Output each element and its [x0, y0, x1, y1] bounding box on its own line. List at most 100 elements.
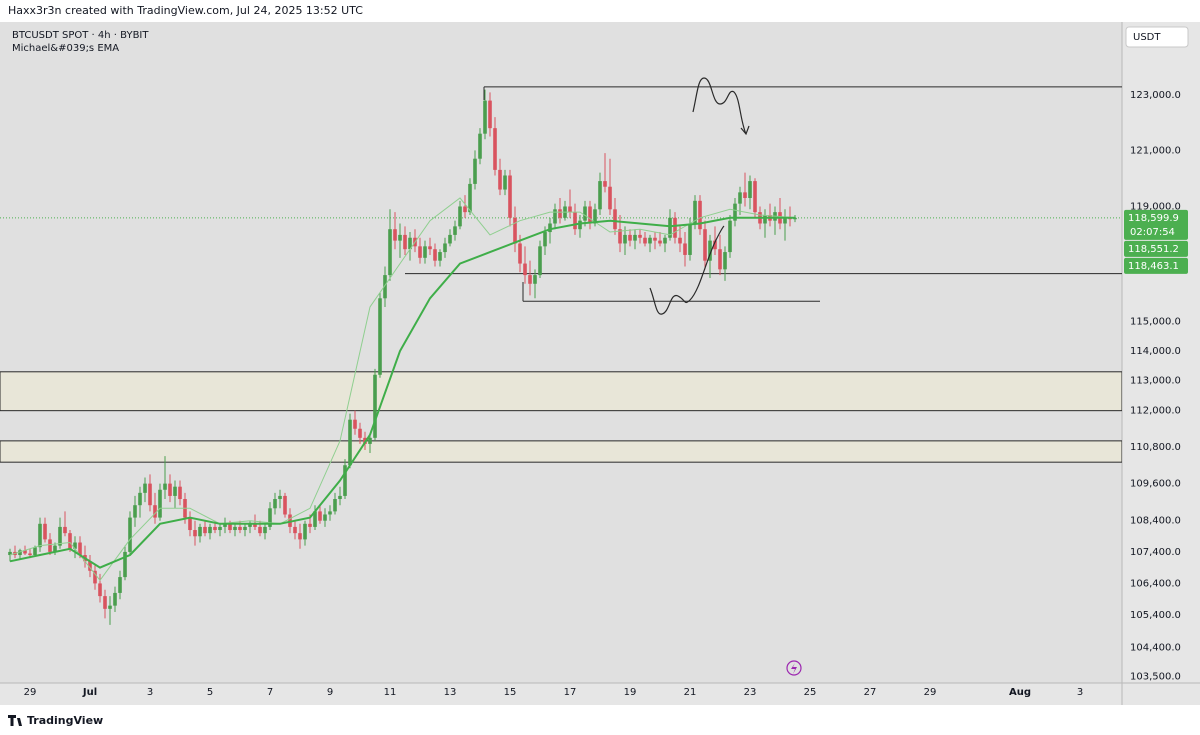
- candle-body: [23, 550, 27, 554]
- candle-body: [213, 526, 217, 531]
- candle-body: [523, 263, 527, 276]
- candle-body: [493, 128, 497, 170]
- y-tick-label: 121,000.0: [1130, 145, 1181, 156]
- plot-area: [0, 22, 1122, 683]
- candle-body: [728, 220, 732, 253]
- candle-body: [448, 234, 452, 244]
- candle-body: [143, 483, 147, 493]
- plot: [0, 86, 1122, 625]
- candle-body: [328, 511, 332, 515]
- x-tick-label: 13: [444, 687, 457, 698]
- y-tick-label: 105,400.0: [1130, 610, 1181, 621]
- candle-body: [723, 252, 727, 270]
- candle-body: [623, 234, 627, 244]
- hand-drawing: [649, 77, 750, 315]
- candle-body: [603, 181, 607, 187]
- candle-body: [248, 523, 252, 527]
- candle-body: [718, 249, 722, 270]
- candle-body: [233, 526, 237, 531]
- candle-body: [468, 183, 472, 213]
- candle-body: [678, 237, 682, 244]
- x-tick-label: 19: [624, 687, 637, 698]
- candle-body: [88, 561, 92, 571]
- x-tick-label: 29: [24, 687, 37, 698]
- candle-body: [123, 551, 127, 578]
- event-icon[interactable]: [786, 660, 802, 676]
- x-tick-label: Aug: [1009, 687, 1031, 698]
- candle-body: [368, 437, 372, 444]
- candle-body: [243, 526, 247, 531]
- candle-body: [283, 495, 287, 515]
- candle-body: [393, 229, 397, 241]
- candle-body: [658, 240, 662, 244]
- y-tick-label: 114,000.0: [1130, 346, 1181, 357]
- candle-body: [458, 206, 462, 227]
- candle-body: [508, 175, 512, 218]
- x-tick-label: 17: [564, 687, 577, 698]
- candle-body: [533, 275, 537, 284]
- candle-body: [158, 489, 162, 518]
- candle-body: [308, 523, 312, 527]
- candle-body: [488, 100, 492, 129]
- candle-body: [118, 577, 122, 593]
- x-tick-label: 5: [207, 687, 213, 698]
- candle-body: [638, 234, 642, 238]
- candle-body: [153, 505, 157, 518]
- header-text: Haxx3r3n created with TradingView.com, J…: [8, 4, 363, 17]
- candle-body: [573, 212, 577, 230]
- candle-body: [73, 542, 77, 549]
- candle-body: [263, 526, 267, 534]
- candle-body: [433, 249, 437, 261]
- candle-body: [138, 492, 142, 506]
- candle-body: [93, 570, 97, 584]
- candle-body: [668, 217, 672, 238]
- candle-body: [633, 234, 637, 241]
- price-label: 118,551.2: [1128, 244, 1179, 255]
- candle-body: [553, 209, 557, 224]
- candle-body: [343, 465, 347, 496]
- candle-body: [353, 419, 357, 429]
- y-tick-label: 123,000.0: [1130, 90, 1181, 101]
- countdown: 02:07:54: [1130, 227, 1175, 238]
- y-tick-label: 119,000.0: [1130, 201, 1181, 212]
- event-icon-bolt: [791, 663, 797, 674]
- candle-body: [538, 246, 542, 276]
- candle-body: [113, 592, 117, 606]
- candle-body: [163, 483, 167, 490]
- candle-body: [48, 539, 52, 552]
- candle-body: [103, 596, 107, 609]
- candle-body: [763, 214, 767, 224]
- candle-body: [548, 223, 552, 233]
- ema-line: [9, 216, 795, 569]
- y-tick-label: 104,400.0: [1130, 642, 1181, 653]
- price-label: 118,463.1: [1128, 261, 1179, 272]
- x-tick-label: 3: [147, 687, 153, 698]
- candle-body: [463, 206, 467, 213]
- y-tick-label: 112,000.0: [1130, 406, 1181, 417]
- candle-body: [348, 419, 352, 466]
- candle-body: [423, 246, 427, 258]
- currency-label[interactable]: USDT: [1133, 32, 1161, 43]
- candle-body: [323, 514, 327, 521]
- candle-body: [68, 533, 72, 549]
- candle-body: [698, 200, 702, 230]
- ema-line: [9, 197, 796, 582]
- candle-body: [288, 514, 292, 527]
- x-tick-label: 11: [384, 687, 397, 698]
- candle-body: [168, 483, 172, 496]
- candle-body: [643, 237, 647, 244]
- candle-body: [588, 206, 592, 224]
- candle-body: [218, 526, 222, 531]
- candle-body: [673, 217, 677, 238]
- x-tick-label: 25: [804, 687, 817, 698]
- candle-body: [733, 203, 737, 221]
- candle-body: [33, 547, 37, 556]
- candle-body: [753, 181, 757, 213]
- currency-box[interactable]: [1125, 26, 1189, 48]
- price-axis-area: [1122, 22, 1200, 683]
- candle-body: [383, 275, 387, 299]
- y-tick-label: 108,400.0: [1130, 516, 1181, 527]
- x-tick-label: 3: [1077, 687, 1083, 698]
- candle-body: [128, 517, 132, 552]
